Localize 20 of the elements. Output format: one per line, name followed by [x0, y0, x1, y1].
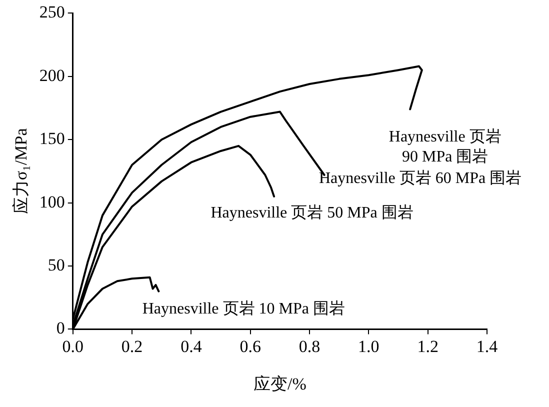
x-tick-label: 1.2	[417, 336, 438, 356]
y-tick-label: 50	[48, 255, 65, 274]
y-tick-label: 200	[39, 66, 65, 85]
text: Haynesville 页岩 50 MPa 围岩	[210, 204, 414, 222]
y-tick-label: 150	[39, 129, 65, 148]
x-tick-label: 1.4	[476, 336, 498, 356]
x-tick-label: 0.8	[298, 336, 320, 356]
series-label: Haynesville 页岩 10 MPa 围岩	[142, 299, 346, 318]
x-tick-label: 0.2	[121, 336, 143, 356]
y-axis-title: 应力σ₁/MPa	[12, 128, 31, 214]
series-label: Haynesville 页岩 90 MPa 围岩	[388, 127, 502, 166]
x-tick-label: 0.4	[180, 336, 202, 356]
series-label: Haynesville 页岩 60 MPa 围岩	[318, 169, 522, 188]
x-tick-label: 1.0	[358, 336, 380, 356]
y-tick-label: 100	[39, 192, 65, 212]
x-axis-title: 应变/%	[254, 374, 306, 394]
x-tick-label: 0.6	[240, 336, 261, 356]
x-tick-label: 0.0	[62, 336, 84, 356]
y-tick-label: 0	[56, 318, 65, 338]
y-tick-label: 250	[39, 2, 65, 22]
